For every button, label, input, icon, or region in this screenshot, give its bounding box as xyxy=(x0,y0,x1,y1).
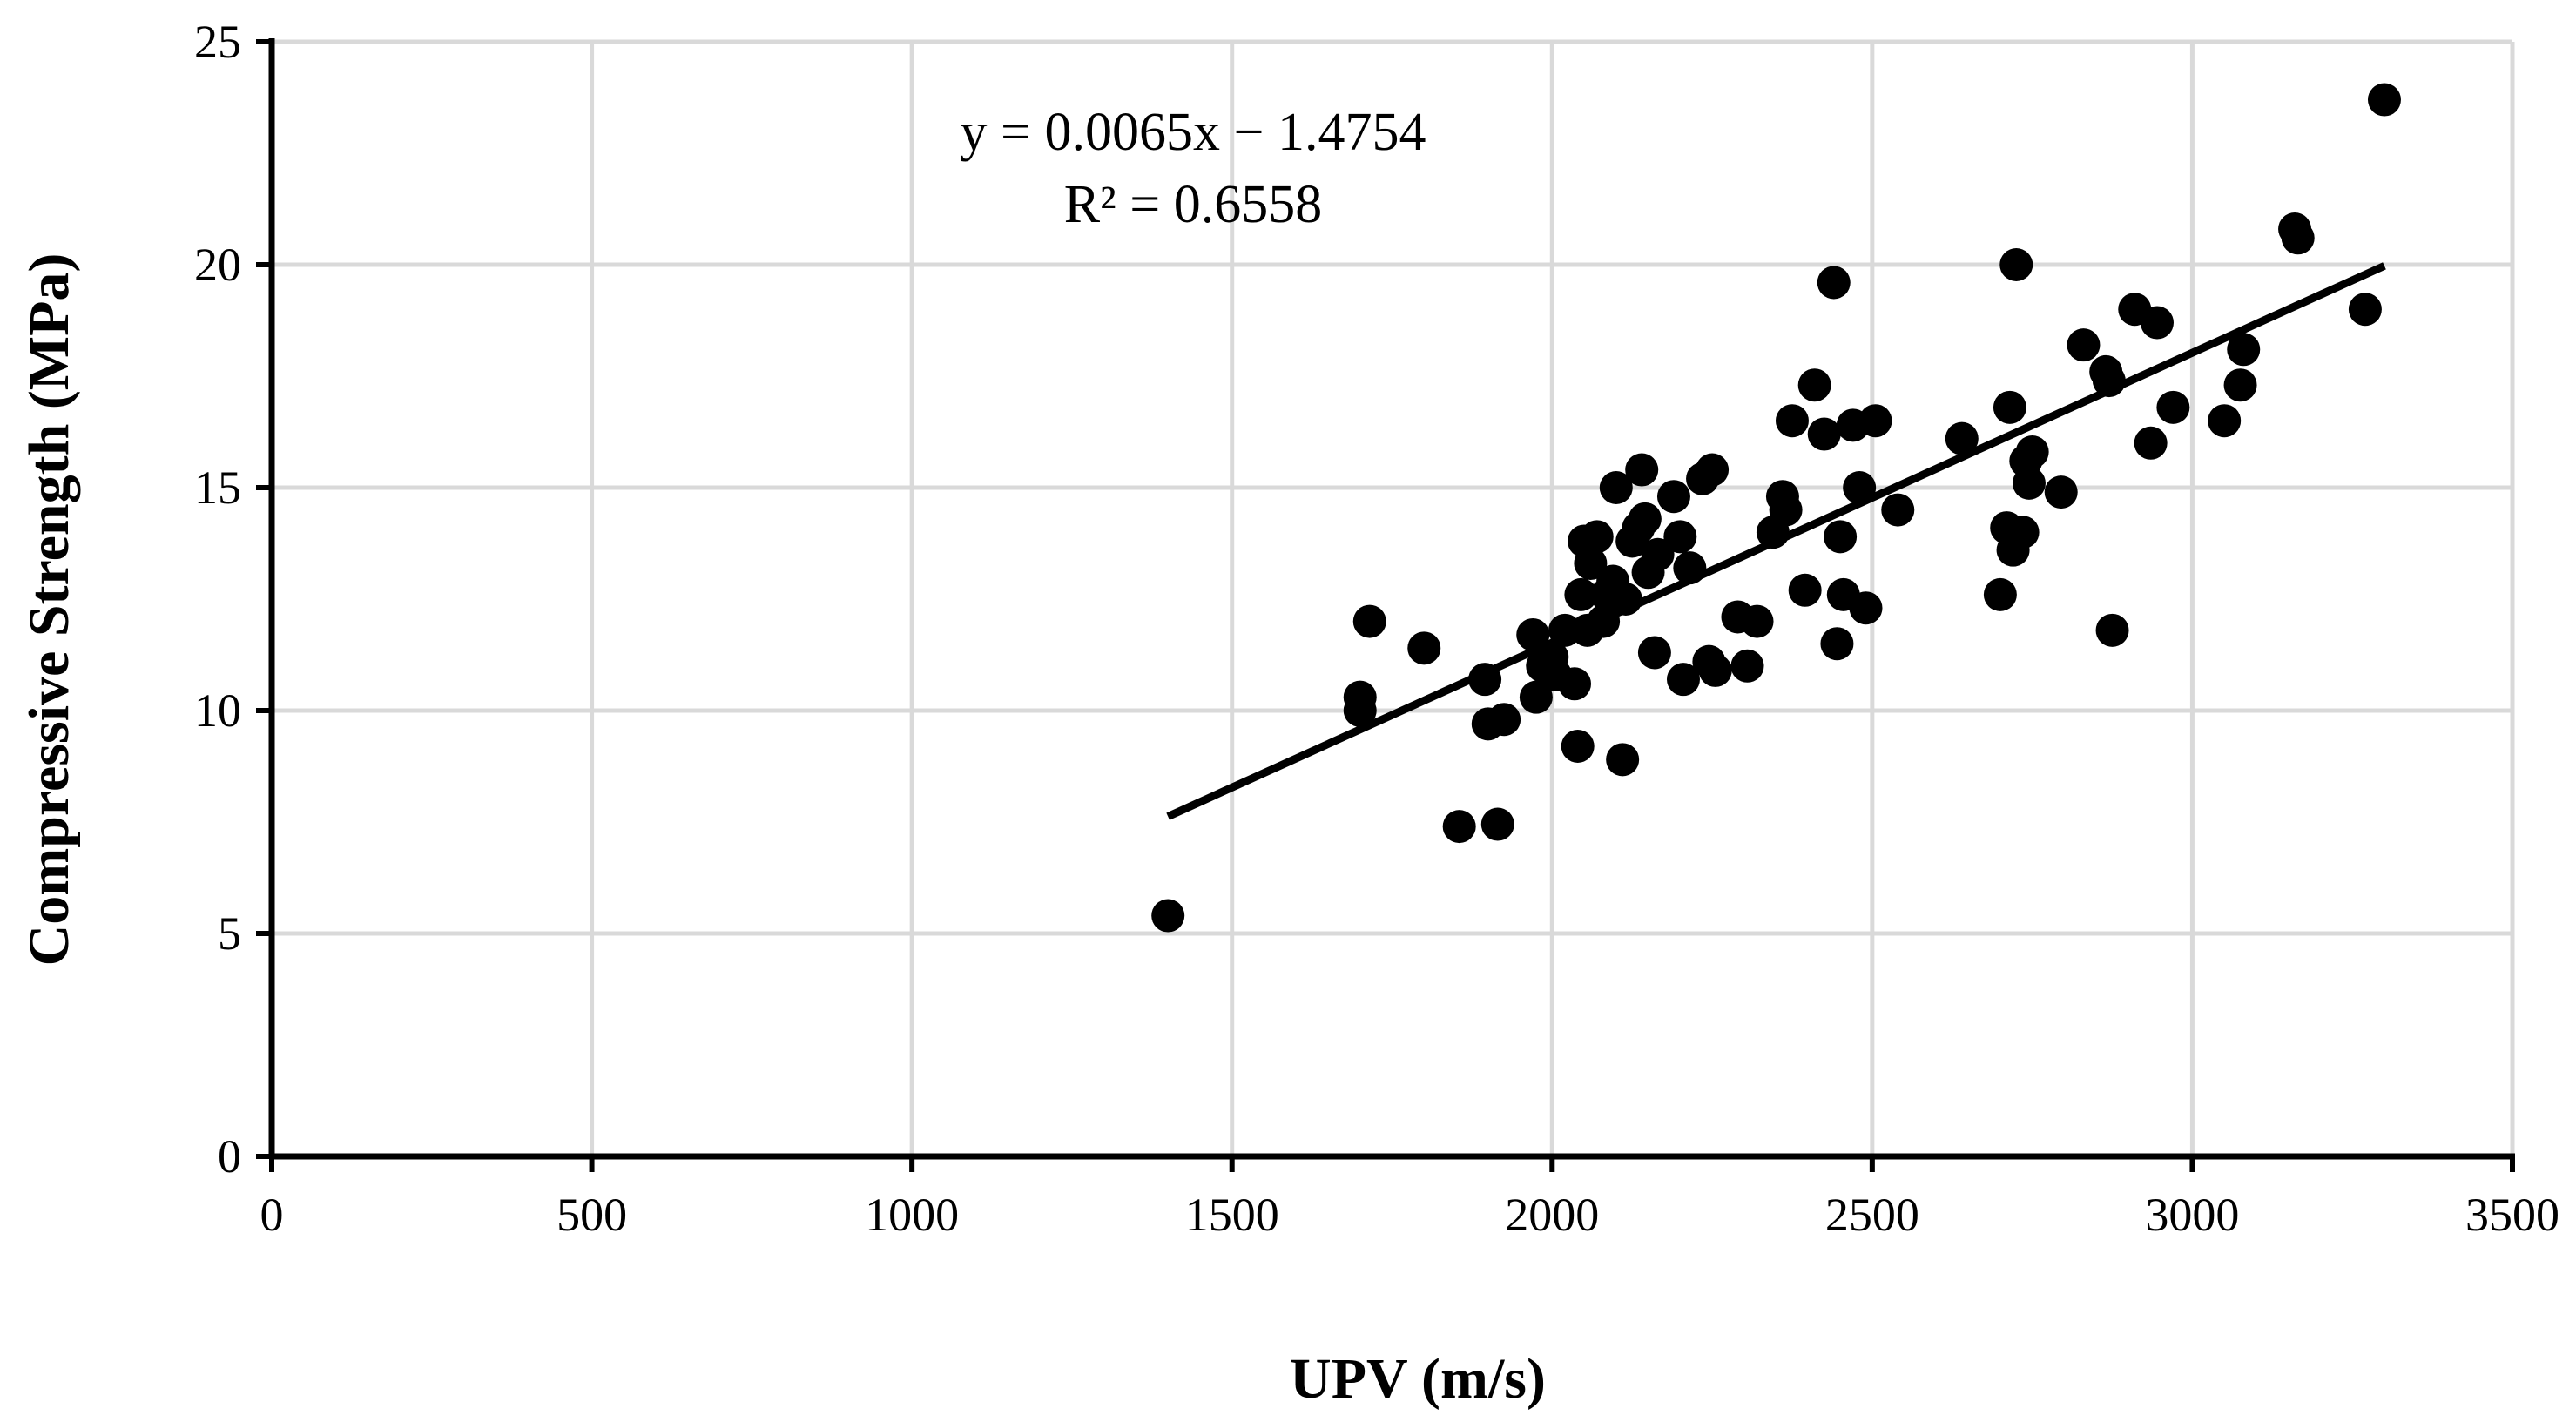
data-point xyxy=(1730,649,1764,683)
data-point xyxy=(1606,743,1640,777)
axes xyxy=(256,38,2515,1172)
data-point xyxy=(1663,520,1697,554)
data-point xyxy=(1564,577,1598,611)
x-tick-label: 1500 xyxy=(1185,1189,1279,1241)
data-point xyxy=(1843,471,1877,504)
data-point xyxy=(2281,221,2315,255)
data-point xyxy=(1519,680,1553,714)
data-point xyxy=(1151,899,1185,933)
y-tick-label: 20 xyxy=(194,239,241,291)
data-point xyxy=(1807,417,1841,451)
x-axis-title: UPV (m/s) xyxy=(1290,1347,1546,1411)
y-axis-title: Compressive Strength (MPa) xyxy=(17,253,81,967)
data-point xyxy=(1641,537,1675,571)
data-point xyxy=(1824,520,1858,554)
data-point xyxy=(1656,480,1690,514)
data-point xyxy=(1858,404,1892,438)
data-point xyxy=(1993,390,2026,424)
data-point xyxy=(1788,573,1822,607)
data-point xyxy=(1407,631,1441,665)
data-point xyxy=(2223,368,2257,402)
data-point xyxy=(2348,293,2382,327)
data-point xyxy=(1983,577,2017,611)
gridlines xyxy=(272,39,2515,1156)
y-tick-label: 25 xyxy=(194,16,241,68)
data-point xyxy=(1698,653,1732,687)
x-tick-label: 500 xyxy=(556,1189,627,1241)
data-point xyxy=(1849,591,1883,625)
data-point xyxy=(1608,583,1642,616)
data-point xyxy=(1775,404,1809,438)
x-tick-label: 1000 xyxy=(865,1189,959,1241)
data-point xyxy=(1696,453,1730,487)
data-points xyxy=(1151,83,2401,933)
data-point xyxy=(1442,810,1476,844)
x-tick-label: 2500 xyxy=(1825,1189,1919,1241)
data-point xyxy=(1625,453,1659,487)
y-tick-label: 10 xyxy=(194,684,241,737)
data-point xyxy=(2006,516,2040,549)
data-point xyxy=(1516,617,1550,651)
data-point xyxy=(1628,502,1662,536)
data-point xyxy=(1480,807,1514,841)
equation-label: y = 0.0065x − 1.4754 xyxy=(961,103,1426,162)
data-point xyxy=(2044,475,2078,509)
tick-labels: 0 5 10 15 20 25 0 500 1000 1500 2000 2500 3000 3500 xyxy=(194,16,2559,1241)
data-point xyxy=(2067,328,2101,362)
data-point xyxy=(1468,663,1502,697)
data-point xyxy=(2208,404,2242,438)
y-tick-label: 15 xyxy=(194,462,241,514)
data-point xyxy=(2134,426,2168,460)
data-point xyxy=(2092,364,2126,398)
data-point xyxy=(1673,551,1707,585)
x-tick-label: 3000 xyxy=(2145,1189,2239,1241)
y-tick-label: 5 xyxy=(218,907,241,960)
data-point xyxy=(1881,493,1915,527)
data-point xyxy=(2140,306,2174,340)
data-point xyxy=(1817,266,1851,300)
data-point xyxy=(1637,636,1671,670)
x-tick-label: 2000 xyxy=(1505,1189,1599,1241)
data-point xyxy=(1599,471,1633,504)
data-point xyxy=(2156,390,2190,424)
data-point xyxy=(1343,680,1377,714)
data-point xyxy=(1740,604,1774,638)
data-point xyxy=(1558,667,1592,701)
data-point xyxy=(1797,368,1831,402)
x-tick-label: 3500 xyxy=(2465,1189,2559,1241)
data-point xyxy=(1561,729,1595,763)
data-point xyxy=(2012,466,2046,500)
data-point xyxy=(1352,604,1386,638)
r-squared-label: R² = 0.6558 xyxy=(1064,175,1322,234)
data-point xyxy=(2227,333,2261,367)
data-point xyxy=(1769,493,1803,527)
data-point xyxy=(2367,83,2401,117)
data-point xyxy=(1999,248,2033,281)
data-point xyxy=(2095,613,2129,647)
data-point xyxy=(1487,703,1521,737)
data-point xyxy=(2015,435,2049,469)
data-point xyxy=(1574,547,1608,581)
data-point xyxy=(1580,520,1614,554)
data-point xyxy=(1945,421,1979,455)
y-tick-label: 0 xyxy=(218,1130,241,1183)
data-point xyxy=(1666,663,1700,697)
data-point xyxy=(1587,604,1621,638)
data-point xyxy=(1820,627,1854,661)
x-tick-label: 0 xyxy=(260,1189,284,1241)
